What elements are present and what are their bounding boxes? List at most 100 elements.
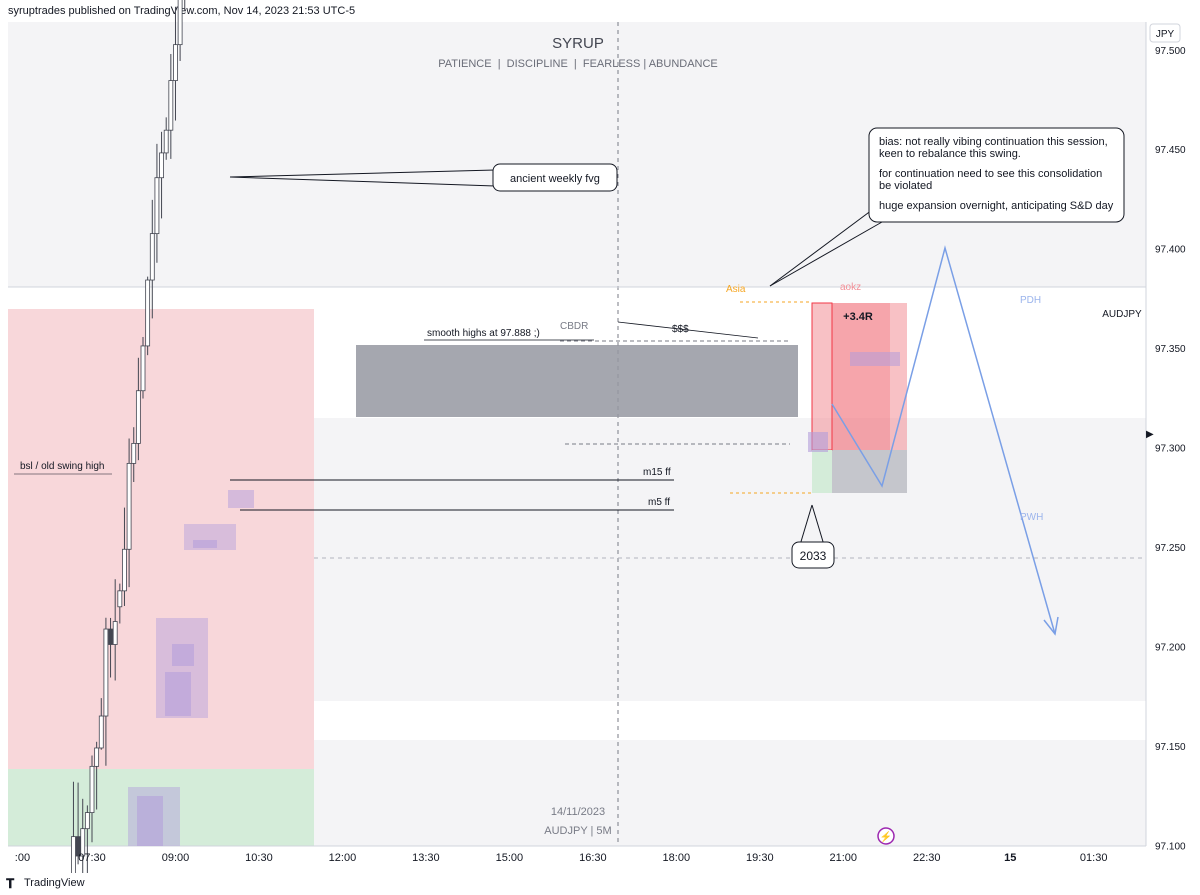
candle-body xyxy=(103,628,109,717)
fvg-callout-box[interactable] xyxy=(492,163,618,192)
date-watermark: 14/11/2023 xyxy=(551,806,605,818)
candle-body xyxy=(131,443,137,464)
price-tick-label: 97.450 xyxy=(1155,145,1186,156)
candle-body xyxy=(145,279,151,347)
fvg-callout-text: ancient weekly fvg xyxy=(510,173,600,185)
time-tick-label: 13:30 xyxy=(412,852,440,864)
candle-body xyxy=(140,345,146,392)
candle-body xyxy=(154,177,160,235)
chart-subtitle: PATIENCE | DISCIPLINE | FEARLESS | ABUND… xyxy=(438,58,718,70)
time-tick-label: 18:00 xyxy=(663,852,691,864)
fvg-box xyxy=(228,490,254,508)
candle-body xyxy=(168,80,174,131)
projection-arrowhead-icon xyxy=(1043,616,1059,636)
time-tick-label: 01:30 xyxy=(1080,852,1108,864)
fvg-box xyxy=(172,644,194,666)
price-chart[interactable]: 98.35098.30098.25098.20098.15098.10098.0… xyxy=(0,0,1200,873)
price-tick-label: 97.100 xyxy=(1155,842,1186,853)
price-tick-label: 97.300 xyxy=(1155,444,1186,455)
time-tick-label: 12:00 xyxy=(329,852,357,864)
take-profit-box xyxy=(832,303,890,450)
time-tick-label: 15 xyxy=(1004,852,1016,864)
candle-body xyxy=(177,0,183,46)
fvg-box xyxy=(137,796,163,846)
fvg-box-entry xyxy=(808,432,828,452)
entry-zone xyxy=(812,450,832,493)
time-tick-label: 07:30 xyxy=(78,852,106,864)
bias-callout-line-text: keen to rebalance this swing. xyxy=(879,148,1021,160)
lightning-icon[interactable] xyxy=(877,827,895,845)
bias-callout-text: bias: not really vibing continuation thi… xyxy=(879,136,1114,212)
candle-body xyxy=(126,462,132,550)
bias-callout-line-text: be violated xyxy=(879,180,932,192)
pwh-label: PWH xyxy=(1020,512,1043,523)
bsl-label: bsl / old swing high xyxy=(20,461,105,472)
footer-bar: 𝐓 TradingView xyxy=(0,873,1200,895)
candle-body xyxy=(112,621,118,645)
time-tick-label: 09:00 xyxy=(162,852,190,864)
price-tick-label: 97.350 xyxy=(1155,344,1186,355)
premium-zone xyxy=(8,309,314,769)
projection-path xyxy=(831,245,1056,635)
time-tick-label: 15:00 xyxy=(496,852,524,864)
candle-body xyxy=(117,590,123,608)
liquidity-line xyxy=(617,321,759,339)
bias-callout-line-text: bias: not really vibing continuation thi… xyxy=(879,136,1108,148)
rr-label: +3.4R xyxy=(843,311,873,323)
currency-button[interactable] xyxy=(1149,23,1181,43)
candle-body xyxy=(163,129,169,154)
symbol-axis-label: AUDJPY xyxy=(1102,309,1142,320)
candle-body xyxy=(71,836,76,873)
tradingview-logo-icon[interactable]: 𝐓 xyxy=(6,876,15,891)
currency-label: JPY xyxy=(1156,29,1175,40)
price-tick-label: 97.400 xyxy=(1155,245,1186,256)
candle-body xyxy=(149,233,155,281)
m5-label: m5 ff xyxy=(648,497,670,508)
bias-callout-line-text: for continuation need to see this consol… xyxy=(879,168,1102,180)
bias-callout-line-text: huge expansion overnight, anticipating S… xyxy=(879,200,1114,212)
bias-callout-line-2 xyxy=(769,221,883,287)
price-tick-label: 97.500 xyxy=(1155,46,1186,57)
candle-body xyxy=(75,836,81,857)
time-tick-label: 10:30 xyxy=(245,852,273,864)
candle-body xyxy=(80,828,86,857)
price-tick-label: 97.250 xyxy=(1155,543,1186,554)
time-tick-label: 22:30 xyxy=(913,852,941,864)
time-tick-label: :00 xyxy=(15,852,30,864)
candle-body xyxy=(173,44,178,81)
candle-body xyxy=(89,765,95,813)
time-callout-line-2 xyxy=(811,504,825,546)
fvg-box-right xyxy=(850,352,900,366)
footer-brand[interactable]: TradingView xyxy=(24,877,85,889)
price-tick-label: 97.200 xyxy=(1155,643,1186,654)
time-tick-label: 21:00 xyxy=(830,852,858,864)
lower-grey-zone xyxy=(314,740,1146,846)
target-zone xyxy=(812,303,907,450)
candle-body xyxy=(94,747,100,767)
collapse-arrow-icon[interactable]: ▶ xyxy=(1146,429,1154,440)
candle-body xyxy=(108,628,113,645)
fvg-callout-line-2 xyxy=(229,176,496,187)
time-tick-label: 16:30 xyxy=(579,852,607,864)
asia-label: Asia xyxy=(726,284,746,295)
fvg-box xyxy=(165,672,191,716)
pdh-label: PDH xyxy=(1020,295,1041,306)
symbol-axis-tag xyxy=(1100,306,1145,320)
time-callout-line xyxy=(799,504,813,546)
candle-body xyxy=(98,715,104,749)
time-tick-label: 19:30 xyxy=(746,852,774,864)
price-tick-label: 97.150 xyxy=(1155,742,1186,753)
m15-label: m15 ff xyxy=(643,467,671,478)
bias-callout-box[interactable] xyxy=(868,127,1125,223)
fvg-box xyxy=(193,540,217,548)
symbol-watermark: AUDJPY | 5M xyxy=(544,825,611,837)
candle-body xyxy=(84,812,90,830)
cbdr-box xyxy=(356,345,798,417)
time-callout-text: 2033 xyxy=(800,549,827,563)
time-callout-box[interactable] xyxy=(791,541,835,569)
grey-consolidation-zone xyxy=(314,418,1146,701)
candle-body xyxy=(159,152,164,179)
chart-title: SYRUP xyxy=(552,35,604,52)
candle-body xyxy=(135,390,141,444)
bias-callout-line xyxy=(769,209,873,287)
